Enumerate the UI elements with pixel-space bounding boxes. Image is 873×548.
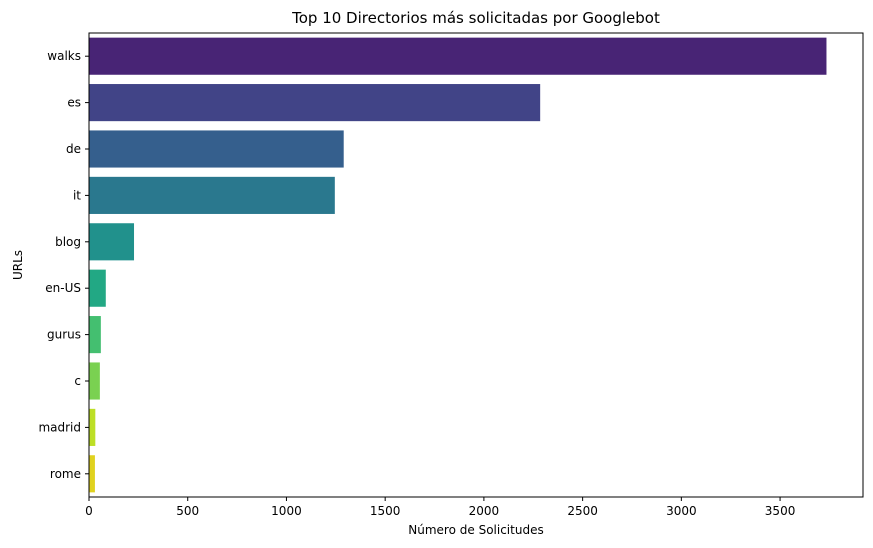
x-axis-ticks: 0 500 1000 1500 2000 2500 3000 3500 [85, 497, 795, 518]
y-tick-label: blog [55, 235, 81, 249]
y-tick-label: c [74, 374, 81, 388]
y-tick-label: es [67, 96, 81, 110]
x-tick-label: 500 [176, 504, 199, 518]
y-axis-label: URLs [11, 250, 25, 280]
x-tick-label: 3500 [765, 504, 796, 518]
plot-frame [88, 32, 864, 498]
bars-group [89, 37, 827, 493]
x-tick-label: 1500 [370, 504, 401, 518]
y-axis-ticks: walks es de it blog en-US gurus c madrid rome [38, 49, 89, 481]
bar-es [89, 84, 541, 122]
x-tick-label: 2000 [469, 504, 500, 518]
y-tick-label: it [73, 188, 81, 202]
x-tick-label: 1000 [271, 504, 302, 518]
x-tick-label: 2500 [567, 504, 598, 518]
bar-madrid [89, 408, 96, 446]
bar-it [89, 176, 335, 214]
bar-gurus [89, 316, 101, 354]
bar-en-US [89, 269, 106, 307]
x-axis-label: Número de Solicitudes [408, 523, 543, 537]
y-tick-label: walks [47, 49, 81, 63]
bar-de [89, 130, 344, 168]
chart-title: Top 10 Directorios más solicitadas por G… [291, 9, 660, 27]
x-tick-label: 0 [85, 504, 93, 518]
bar-walks [89, 37, 827, 75]
x-tick-label: 3000 [666, 504, 697, 518]
y-tick-label: en-US [45, 281, 81, 295]
bar-blog [89, 223, 135, 261]
y-tick-label: gurus [47, 328, 81, 342]
y-tick-label: rome [50, 467, 81, 481]
bar-c [89, 362, 100, 400]
y-tick-label: madrid [38, 420, 81, 434]
y-tick-label: de [66, 142, 81, 156]
bar-rome [89, 455, 95, 493]
